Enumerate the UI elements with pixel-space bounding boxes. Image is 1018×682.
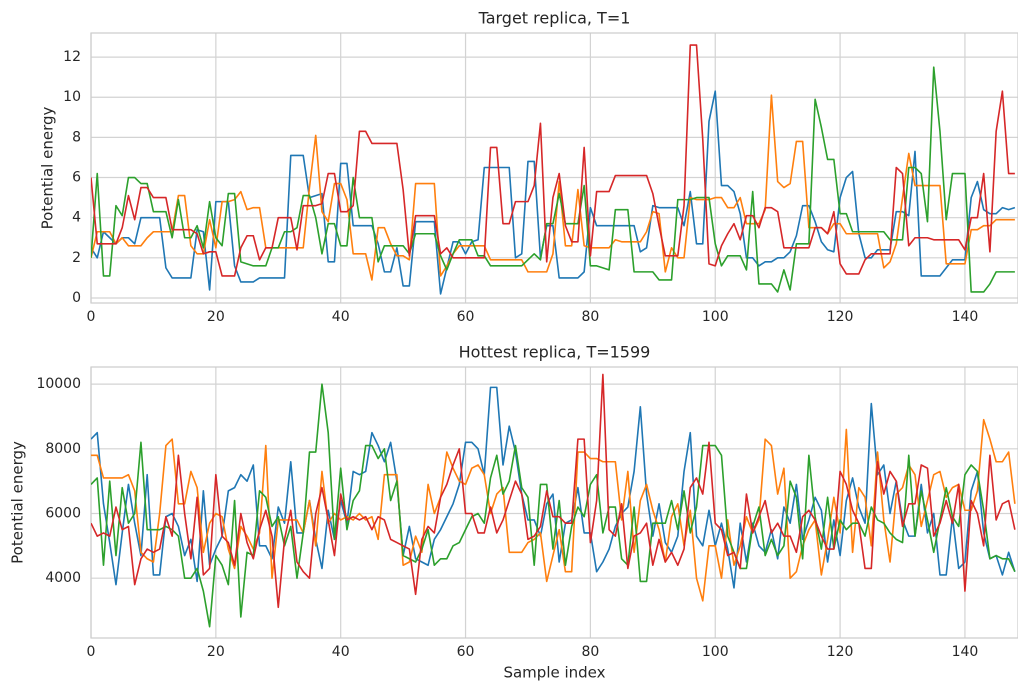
x-tick-label: 20 (207, 644, 225, 660)
y-tick-label: 6000 (45, 505, 81, 521)
y-tick-label: 4 (72, 210, 81, 226)
x-tick-label: 80 (581, 644, 599, 660)
x-tick-label: 40 (332, 644, 350, 660)
x-tick-label: 60 (457, 644, 475, 660)
x-axis-label: Sample index (503, 664, 605, 682)
series-line (91, 66, 1015, 293)
x-tick-label: 60 (457, 309, 475, 325)
axes-frame (90, 32, 1018, 304)
series-line (91, 383, 1016, 628)
x-tick-label: 0 (87, 644, 96, 660)
y-tick-label: 8 (72, 129, 81, 145)
chart-title: Hottest replica, T=1599 (459, 343, 651, 362)
x-tick-label: 80 (581, 309, 599, 325)
x-tick-label: 20 (207, 309, 225, 325)
series-line (91, 90, 1016, 295)
x-tick-label: 120 (827, 309, 854, 325)
chart-title: Target replica, T=1 (478, 9, 631, 28)
series-line (91, 386, 1016, 589)
x-tick-label: 100 (702, 644, 729, 660)
y-axis-label: Potential energy (9, 441, 27, 564)
subplot: 4000 6000 8000 10000 0 20 40 60 80 100 120 140 Hotte… (9, 343, 1018, 682)
series-line (91, 94, 1015, 281)
y-tick-label: 4000 (45, 570, 81, 586)
y-tick-label: 6 (72, 170, 81, 186)
x-tick-label: 100 (702, 309, 729, 325)
y-tick-label: 8000 (45, 441, 81, 457)
y-tick-label: 12 (63, 49, 81, 65)
y-tick-label: 0 (72, 290, 81, 306)
y-axis-label: Potential energy (39, 107, 57, 230)
series-line (91, 44, 1015, 277)
x-tick-label: 140 (952, 644, 979, 660)
x-tick-label: 120 (827, 644, 854, 660)
x-tick-label: 40 (332, 309, 350, 325)
y-tick-label: 10000 (36, 376, 81, 392)
x-tick-label: 0 (87, 309, 96, 325)
y-tick-label: 10 (63, 89, 81, 105)
series-line (91, 373, 1016, 609)
y-tick-label: 2 (72, 250, 81, 266)
axes-frame (90, 366, 1018, 639)
x-tick-label: 140 (952, 309, 979, 325)
